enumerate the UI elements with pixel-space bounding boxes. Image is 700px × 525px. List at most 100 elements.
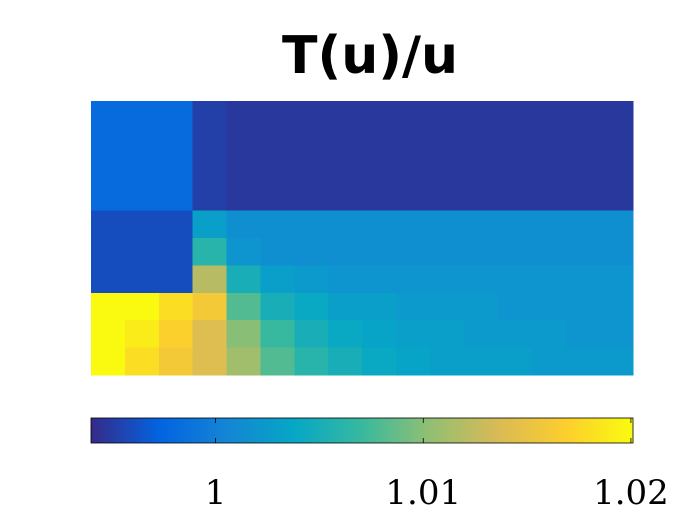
heatmap-cell <box>226 238 261 266</box>
heatmap-cell <box>294 347 329 376</box>
heatmap-cell <box>531 155 566 184</box>
heatmap-cell <box>429 128 465 157</box>
heatmap-cell <box>362 101 397 129</box>
heatmap-cell <box>362 320 397 349</box>
heatmap-cell <box>429 155 465 184</box>
heatmap-cell <box>226 292 261 321</box>
heatmap-cell <box>429 292 465 321</box>
heatmap-cell <box>497 320 532 349</box>
heatmap-cell <box>124 128 160 157</box>
heatmap-cell <box>328 183 363 212</box>
heatmap-cell <box>463 347 498 376</box>
heatmap-cell <box>463 292 498 321</box>
heatmap-cell <box>599 210 634 239</box>
heatmap-cell <box>260 128 295 157</box>
heatmap-cell <box>192 210 227 239</box>
heatmap-cell <box>226 265 261 294</box>
heatmap-cell <box>531 128 566 157</box>
heatmap-cell <box>429 347 465 376</box>
heatmap-cell <box>599 347 634 376</box>
heatmap-cell <box>599 101 634 129</box>
heatmap-cell <box>91 265 126 294</box>
heatmap-cell <box>260 292 295 321</box>
heatmap-cell <box>260 347 295 376</box>
heatmap-cell <box>124 238 160 266</box>
heatmap-cell <box>328 238 363 266</box>
heatmap-cell <box>91 320 126 349</box>
colorbar-tick-label: 1.01 <box>385 473 461 513</box>
heatmap-cell <box>158 101 194 129</box>
heatmap-cell <box>395 101 431 129</box>
heatmap-cell <box>497 265 532 294</box>
heatmap-cell <box>463 238 498 266</box>
heatmap-cell <box>260 155 295 184</box>
heatmap-cell <box>158 265 194 294</box>
heatmap-cell <box>91 292 126 321</box>
colorbar <box>90 417 634 444</box>
heatmap-cell <box>429 320 465 349</box>
heatmap-cell <box>362 183 397 212</box>
heatmap-cell <box>91 155 126 184</box>
heatmap-cell <box>294 238 329 266</box>
heatmap-cell <box>192 292 227 321</box>
heatmap-cell <box>158 155 194 184</box>
heatmap-cell <box>226 183 261 212</box>
heatmap-cell <box>294 320 329 349</box>
heatmap-cell <box>328 210 363 239</box>
heatmap-cell <box>124 320 160 349</box>
heatmap-cell <box>599 183 634 212</box>
heatmap-cell <box>497 155 532 184</box>
heatmap-cell <box>328 347 363 376</box>
heatmap-cell <box>158 210 194 239</box>
heatmap-cell <box>294 155 329 184</box>
heatmap-cell <box>124 101 160 129</box>
heatmap-cell <box>294 210 329 239</box>
heatmap-cell <box>192 128 227 157</box>
heatmap-cell <box>395 292 431 321</box>
heatmap-cell <box>429 183 465 212</box>
heatmap-cell <box>362 155 397 184</box>
heatmap-cell <box>226 128 261 157</box>
heatmap-cell <box>226 210 261 239</box>
heatmap-cell <box>599 265 634 294</box>
heatmap-cell <box>429 210 465 239</box>
heatmap-cell <box>192 265 227 294</box>
heatmap-cell <box>531 320 566 349</box>
heatmap-cell <box>226 155 261 184</box>
heatmap-cell <box>294 101 329 129</box>
heatmap-cell <box>429 238 465 266</box>
heatmap-cell <box>91 238 126 266</box>
heatmap-cell <box>226 101 261 129</box>
heatmap <box>91 101 634 376</box>
heatmap-cell <box>91 101 126 129</box>
heatmap-cell <box>395 238 431 266</box>
heatmap-cell <box>226 320 261 349</box>
heatmap-cell <box>124 265 160 294</box>
heatmap-cell <box>328 155 363 184</box>
heatmap-cell <box>124 155 160 184</box>
heatmap-cell <box>91 210 126 239</box>
heatmap-cell <box>599 320 634 349</box>
heatmap-cell <box>395 155 431 184</box>
heatmap-cell <box>260 101 295 129</box>
heatmap-cell <box>565 210 600 239</box>
heatmap-cell <box>362 292 397 321</box>
colorbar-tick-label: 1.02 <box>593 473 669 513</box>
heatmap-cell <box>497 238 532 266</box>
heatmap-cell <box>362 238 397 266</box>
heatmap-cell <box>260 210 295 239</box>
heatmap-cell <box>91 128 126 157</box>
heatmap-cell <box>395 128 431 157</box>
heatmap-cell <box>124 292 160 321</box>
heatmap-cell <box>599 238 634 266</box>
heatmap-cell <box>260 265 295 294</box>
heatmap-cell <box>362 347 397 376</box>
heatmap-cell <box>362 128 397 157</box>
heatmap-cell <box>260 320 295 349</box>
heatmap-cell <box>328 128 363 157</box>
heatmap-cell <box>531 210 566 239</box>
heatmap-cell <box>294 292 329 321</box>
heatmap-cell <box>328 320 363 349</box>
chart-title: T(u)/u <box>282 26 458 86</box>
heatmap-cell <box>192 183 227 212</box>
